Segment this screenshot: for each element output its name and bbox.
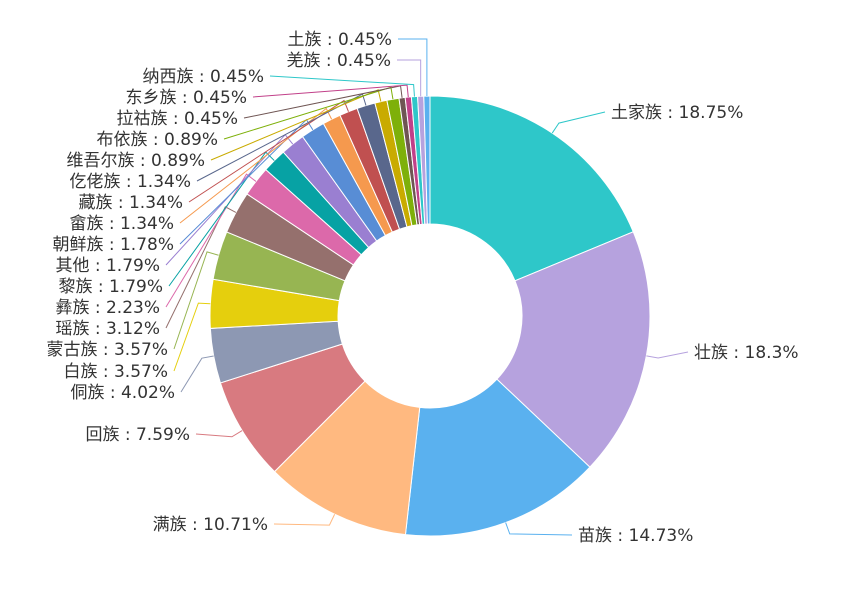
leader-line [165, 206, 237, 329]
slice-label: 拉祜族 : 0.45% [116, 109, 238, 129]
leader-line [269, 75, 415, 97]
slice-label: 藏族 : 1.34% [78, 193, 183, 213]
leader-line [173, 251, 219, 350]
leader-line [210, 89, 382, 161]
slice-label: 蒙古族 : 3.57% [46, 340, 168, 360]
slice-label: 白族 : 3.57% [63, 362, 168, 382]
leader-line [173, 302, 211, 372]
leader-line [188, 99, 349, 203]
leader-lines-layer [165, 38, 689, 536]
leader-line [180, 355, 214, 393]
leader-line [505, 522, 573, 536]
slice-label: 布依族 : 0.89% [96, 130, 218, 150]
slice-label: 回族 : 7.59% [85, 425, 190, 445]
slice-label: 满族 : 10.71% [153, 515, 268, 535]
slice-label: 维吾尔族 : 0.89% [66, 151, 205, 171]
slice-label: 土家族 : 18.75% [611, 103, 743, 123]
leader-line [398, 38, 428, 97]
slice-label: 壮族 : 18.3% [694, 343, 799, 363]
slice-label: 土族 : 0.45% [287, 30, 392, 50]
slice-label: 畲族 : 1.34% [69, 214, 174, 234]
pie-slice[interactable] [423, 95, 431, 225]
slice-label: 朝鲜族 : 1.78% [52, 235, 174, 255]
slice-label: 其他 : 1.79% [55, 256, 160, 276]
slice-label: 东乡族 : 0.45% [125, 88, 247, 108]
slice-label: 瑶族 : 3.12% [55, 319, 160, 339]
slice-label: 彝族 : 2.23% [55, 298, 160, 318]
labels-layer: 土家族 : 18.75% 壮族 : 18.3% 苗族 : 14.73% 满族 : 10… [46, 30, 798, 546]
leader-line [165, 173, 257, 308]
slice-label: 纳西族 : 0.45% [142, 67, 264, 87]
slices-layer [209, 95, 651, 537]
pie-slice[interactable] [496, 231, 651, 468]
pie-slice[interactable] [429, 95, 634, 282]
slice-label: 羌族 : 0.45% [286, 51, 391, 71]
slice-label: 苗族 : 14.73% [578, 526, 693, 546]
leader-line [223, 86, 394, 140]
leader-line [397, 59, 422, 97]
leader-line [252, 84, 409, 98]
slice-label: 仡佬族 : 1.34% [69, 172, 191, 192]
pie-slice[interactable] [404, 378, 591, 537]
leader-line [273, 514, 336, 526]
slice-label: 黎族 : 1.79% [58, 277, 163, 297]
leader-line [551, 111, 606, 134]
leader-line [179, 107, 333, 224]
slice-label: 侗族 : 4.02% [70, 383, 175, 403]
leader-line [646, 351, 689, 359]
leader-line [195, 430, 243, 438]
